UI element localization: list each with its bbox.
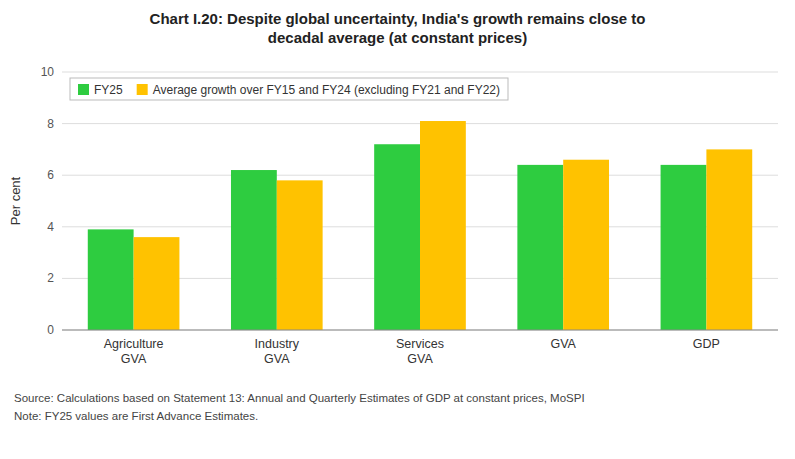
x-tick-label: ServicesGVA	[396, 337, 444, 366]
x-tick-label: IndustryGVA	[255, 337, 300, 366]
bar	[277, 180, 323, 330]
x-tick-label: GVA	[550, 337, 576, 351]
bar	[420, 121, 466, 330]
x-axis-line	[62, 330, 778, 331]
annotation: Note: FY25 values are First Advance Esti…	[14, 410, 258, 422]
legend-label: FY25	[94, 83, 123, 97]
bar	[517, 165, 563, 330]
bar	[134, 237, 180, 330]
grid-line	[62, 330, 778, 331]
y-tick-label: 2	[47, 271, 54, 285]
y-tick-label: 10	[41, 65, 55, 79]
legend-swatch	[137, 84, 148, 95]
bars	[88, 121, 752, 330]
y-tick-label: 8	[47, 117, 54, 131]
bar	[88, 229, 134, 330]
legend: FY25 Average growth over FY15 and FY24 (e…	[70, 78, 508, 100]
legend-label: Average growth over FY15 and FY24 (exclu…	[153, 83, 500, 97]
legend-swatch	[78, 84, 89, 95]
grid-line	[62, 72, 778, 73]
y-axis-label: Per cent	[8, 176, 23, 225]
x-tick-label: AgricultureGVA	[104, 337, 164, 366]
title: Chart I.20: Despite global uncertainty, …	[150, 10, 646, 46]
y-tick-label: 6	[47, 168, 54, 182]
bar	[706, 149, 752, 330]
bar	[231, 170, 277, 330]
legend-frame	[70, 78, 508, 100]
y-tick-label: 0	[47, 323, 54, 337]
bar	[563, 160, 609, 330]
y-tick-label: 4	[47, 220, 54, 234]
bar	[661, 165, 707, 330]
bar	[374, 144, 420, 330]
x-tick-label: GDP	[693, 337, 720, 351]
annotation: Source: Calculations based on Statement …	[14, 392, 585, 404]
chart: Chart I.20: Despite global uncertainty, …	[0, 0, 795, 459]
